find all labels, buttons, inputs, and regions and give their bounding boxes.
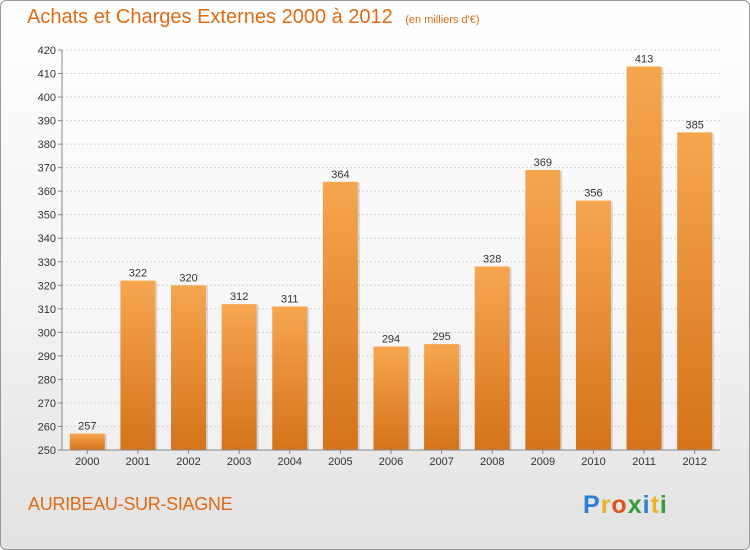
y-tick-label: 270 <box>38 398 56 410</box>
bar <box>373 346 409 450</box>
y-tick-label: 380 <box>38 139 56 151</box>
logo-letter: i <box>642 491 651 519</box>
y-tick-label: 340 <box>38 233 56 245</box>
bar <box>575 200 611 450</box>
y-tick-label: 420 <box>38 45 56 57</box>
proxiti-logo: Proxiti <box>583 491 668 520</box>
chart-unit: (en milliers d'€) <box>405 14 480 26</box>
bar-value-label: 328 <box>483 253 501 265</box>
bar-value-label: 356 <box>584 188 602 200</box>
y-tick-label: 360 <box>38 186 56 198</box>
x-tick-label: 2009 <box>531 456 555 468</box>
y-tick-label: 410 <box>38 69 56 81</box>
y-tick-label: 390 <box>38 116 56 128</box>
bar <box>424 344 460 450</box>
x-tick-label: 2001 <box>126 456 150 468</box>
chart-title: Achats et Charges Externes 2000 à 2012 <box>27 6 393 28</box>
x-tick-label: 2008 <box>480 456 504 468</box>
x-tick-label: 2006 <box>379 456 403 468</box>
bar <box>626 66 662 451</box>
bar <box>171 285 207 450</box>
x-tick-label: 2003 <box>227 456 251 468</box>
bar-value-label: 257 <box>78 421 96 433</box>
y-tick-label: 370 <box>38 163 56 175</box>
bar-value-label: 320 <box>179 272 197 284</box>
x-tick-label: 2005 <box>328 456 352 468</box>
logo-letter: r <box>600 491 612 519</box>
y-tick-label: 260 <box>38 421 56 433</box>
bar <box>677 132 713 450</box>
bar-layer: 257 322 320 312 311 364 294 295 328 369 356 413 385 <box>69 53 715 451</box>
bar <box>69 433 105 450</box>
logo-letter: P <box>583 491 601 519</box>
bar <box>272 306 308 450</box>
y-tick-label: 320 <box>38 280 56 292</box>
y-tick-label: 300 <box>38 327 56 339</box>
bar-value-label: 385 <box>686 119 704 131</box>
bar <box>474 266 510 450</box>
axis-layer: 250 260 270 280 290 300 310 320 330 340 350 360 370 3… <box>38 45 720 468</box>
logo-letter: x <box>627 491 643 519</box>
town-name: AURIBEAU-SUR-SIAGNE <box>28 494 233 514</box>
logo-letter: i <box>659 491 668 519</box>
x-tick-label: 2007 <box>429 456 453 468</box>
logo-letter: o <box>611 491 628 519</box>
x-tick-label: 2010 <box>581 456 605 468</box>
y-tick-label: 280 <box>38 374 56 386</box>
bar <box>322 181 358 450</box>
bar <box>525 170 561 450</box>
chart-title-row: Achats et Charges Externes 2000 à 2012 (… <box>27 6 479 29</box>
y-tick-label: 250 <box>38 445 56 457</box>
y-tick-label: 290 <box>38 351 56 363</box>
bar-value-label: 369 <box>534 157 552 169</box>
logo-letter: t <box>650 491 660 519</box>
x-tick-label: 2011 <box>632 456 656 468</box>
x-tick-label: 2004 <box>278 456 302 468</box>
bar <box>120 280 156 450</box>
bar-value-label: 312 <box>230 291 248 303</box>
bar-value-label: 311 <box>281 293 299 305</box>
bar-value-label: 413 <box>635 53 653 65</box>
bar-value-label: 295 <box>432 331 450 343</box>
bar-value-label: 322 <box>129 268 147 280</box>
x-tick-label: 2002 <box>176 456 200 468</box>
y-tick-label: 350 <box>38 210 56 222</box>
y-tick-label: 330 <box>38 257 56 269</box>
bar-value-label: 364 <box>331 169 349 181</box>
bar <box>221 304 257 450</box>
x-tick-label: 2000 <box>75 456 99 468</box>
bar-value-label: 294 <box>382 333 400 345</box>
y-tick-label: 400 <box>38 92 56 104</box>
x-tick-label: 2012 <box>682 456 706 468</box>
y-tick-label: 310 <box>38 304 56 316</box>
